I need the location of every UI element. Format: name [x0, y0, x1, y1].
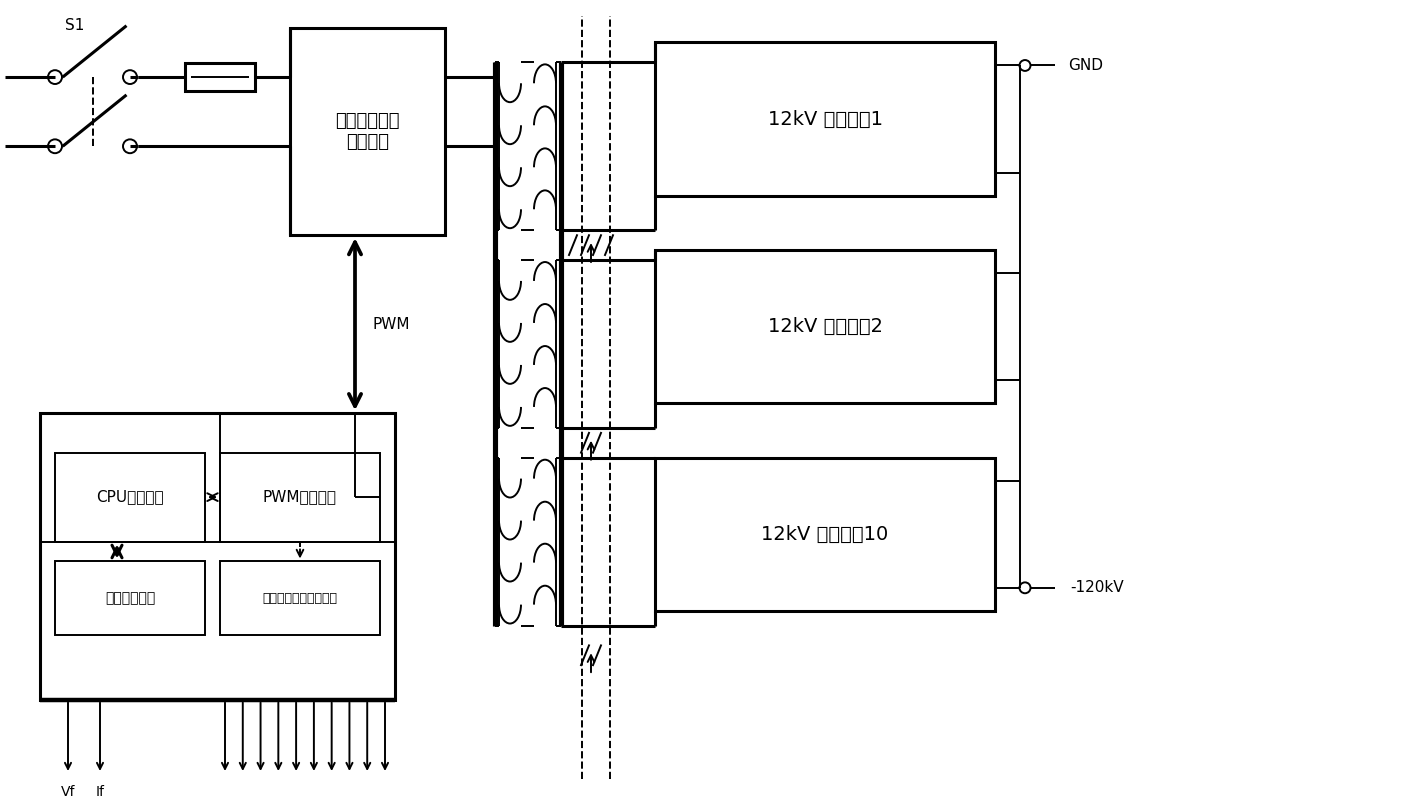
Bar: [40, 413, 395, 700]
Bar: [220, 452, 380, 542]
Circle shape: [123, 70, 137, 84]
Text: PWM: PWM: [373, 317, 411, 332]
Text: GND: GND: [1068, 58, 1102, 73]
Bar: [55, 561, 205, 635]
Text: -120kV: -120kV: [1070, 580, 1124, 595]
Bar: [290, 28, 445, 235]
Text: S1: S1: [65, 18, 85, 34]
Circle shape: [1019, 60, 1030, 71]
Circle shape: [123, 140, 137, 153]
Text: CPU控制单元: CPU控制单元: [96, 490, 164, 504]
Circle shape: [48, 140, 62, 153]
Circle shape: [48, 70, 62, 84]
Bar: [655, 42, 995, 196]
Bar: [655, 250, 995, 403]
Bar: [55, 452, 205, 542]
Text: PWM信号接口: PWM信号接口: [264, 490, 337, 504]
Text: 12kV 高压模块1: 12kV 高压模块1: [768, 109, 883, 128]
Circle shape: [1019, 583, 1030, 593]
Text: If: If: [95, 784, 105, 798]
Bar: [220, 561, 380, 635]
Bar: [186, 63, 255, 91]
Text: 采样光纤接口: 采样光纤接口: [105, 591, 154, 606]
Text: 12kV 高压模块10: 12kV 高压模块10: [761, 525, 888, 543]
Bar: [655, 457, 995, 610]
Text: 12kV 高压模块2: 12kV 高压模块2: [768, 317, 883, 336]
Text: 低压整流逆变
功率单元: 低压整流逆变 功率单元: [336, 112, 400, 151]
Text: Vf: Vf: [61, 784, 75, 798]
Text: 高压模块控制光纤接口: 高压模块控制光纤接口: [262, 592, 337, 605]
